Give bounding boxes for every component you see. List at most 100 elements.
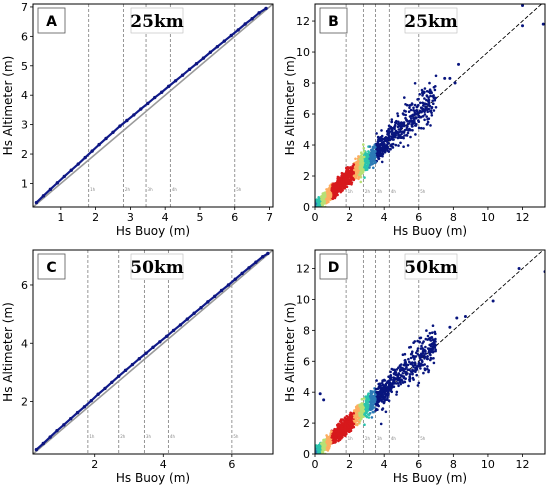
density-point [338, 176, 341, 179]
density-point [355, 423, 359, 427]
density-point [347, 420, 351, 424]
outlier-point [322, 398, 326, 402]
density-point [403, 358, 407, 362]
density-point [413, 103, 417, 107]
density-point [350, 174, 354, 178]
density-point [434, 332, 437, 336]
density-point [353, 168, 356, 172]
density-point [399, 141, 402, 145]
density-point [362, 143, 365, 146]
density-point [352, 425, 356, 429]
density-point [378, 390, 382, 393]
density-point [401, 368, 404, 372]
y-tick-label: 0 [303, 448, 310, 461]
density-point [390, 120, 394, 124]
density-point [406, 372, 409, 375]
density-point [333, 430, 337, 433]
density-point [405, 103, 409, 107]
density-point [381, 144, 385, 148]
density-point [386, 131, 390, 134]
density-point [371, 395, 374, 398]
density-point [333, 196, 337, 200]
density-point [328, 442, 332, 445]
density-point [422, 109, 425, 112]
density-point [423, 87, 427, 90]
quantile-label: 2h [365, 189, 371, 194]
density-point [365, 166, 369, 170]
quantile-label: 4h [170, 434, 176, 439]
density-point [416, 98, 419, 101]
density-point [368, 395, 372, 398]
density-point [330, 430, 333, 433]
density-point [369, 389, 373, 393]
x-tick-label: 10 [481, 458, 495, 471]
qq-point [158, 340, 162, 344]
density-point [415, 105, 419, 109]
density-point [434, 348, 437, 352]
density-point [330, 186, 334, 190]
density-point [381, 154, 384, 158]
density-point [388, 138, 392, 141]
y-axis-label: Hs Altimeter (m) [283, 302, 297, 402]
x-tick-label: 1 [57, 211, 64, 224]
density-point [432, 102, 435, 105]
density-point [425, 98, 428, 102]
qq-point [222, 39, 227, 43]
density-point [397, 134, 400, 138]
qq-point [110, 380, 114, 385]
density-point [426, 108, 429, 111]
qq-point [90, 149, 94, 153]
density-point [386, 141, 390, 145]
density-point [394, 371, 398, 374]
density-point [414, 133, 417, 136]
y-axis-label: Hs Altimeter (m) [283, 56, 297, 156]
density-point [432, 361, 436, 365]
qq-point [69, 417, 73, 421]
density-point [408, 360, 411, 364]
density-point [352, 174, 356, 178]
density-point [418, 93, 422, 96]
density-point [408, 106, 411, 109]
density-point [388, 380, 391, 383]
density-point [317, 196, 321, 199]
density-point [404, 377, 407, 381]
density-point [421, 351, 425, 355]
density-point [368, 407, 372, 411]
density-point [428, 81, 431, 85]
plot-frame [314, 249, 546, 455]
plot-frame [32, 3, 274, 208]
density-point [340, 425, 343, 428]
outlier-point [448, 76, 452, 80]
density-point [373, 400, 377, 404]
density-point [417, 114, 421, 118]
density-point [386, 388, 390, 392]
density-point [424, 345, 427, 349]
outlier-point [541, 22, 545, 26]
qq-point [48, 435, 52, 439]
qq-point [89, 398, 93, 403]
density-point [369, 156, 372, 160]
density-point [357, 407, 360, 410]
outlier-point [521, 24, 525, 28]
density-point [390, 367, 394, 371]
density-point [390, 143, 394, 146]
density-point [408, 373, 412, 376]
density-point [367, 151, 371, 155]
outlier-point [521, 4, 525, 8]
density-point [366, 155, 370, 158]
density-point [396, 374, 400, 377]
density-point [417, 126, 421, 130]
density-point [417, 362, 421, 366]
density-point [415, 368, 418, 372]
density-point [315, 202, 318, 206]
density-point [360, 397, 364, 401]
density-point [391, 133, 395, 136]
density-point [413, 82, 417, 85]
outlier-point [318, 392, 322, 396]
density-point [325, 201, 329, 204]
density-point [318, 451, 322, 454]
density-point [365, 153, 369, 156]
density-point [354, 419, 358, 423]
density-point [381, 141, 384, 144]
density-point [389, 127, 393, 130]
